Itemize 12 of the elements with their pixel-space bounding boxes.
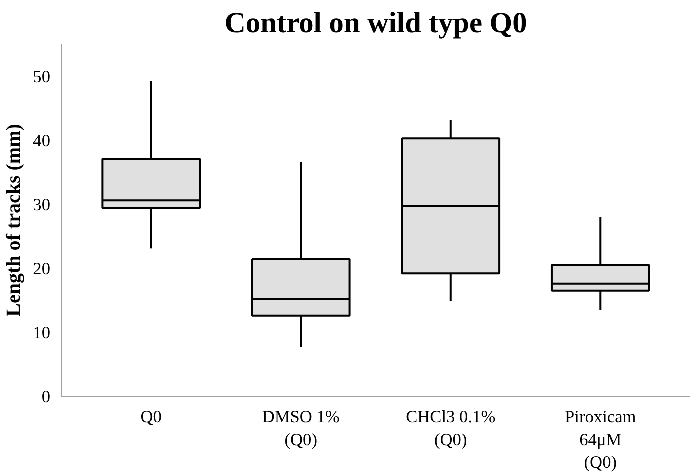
x-tick-label: DMSO 1% (Q0): [262, 408, 340, 450]
x-tick-label: Q0: [140, 408, 162, 426]
y-tick-label: 0: [42, 388, 51, 406]
y-tick-label: 20: [33, 260, 50, 278]
y-axis-title: Length of tracks (mm): [3, 124, 26, 317]
y-tick-label: 10: [33, 324, 50, 342]
y-tick-label: 30: [33, 196, 50, 214]
x-tick-label: CHCl3 0.1% (Q0): [406, 408, 496, 450]
x-tick-label: Piroxicam 64μM (Q0): [565, 408, 637, 472]
chart-title: Control on wild type Q0: [224, 8, 528, 40]
y-tick-label: 50: [33, 68, 50, 86]
y-tick-label: 40: [33, 132, 50, 150]
